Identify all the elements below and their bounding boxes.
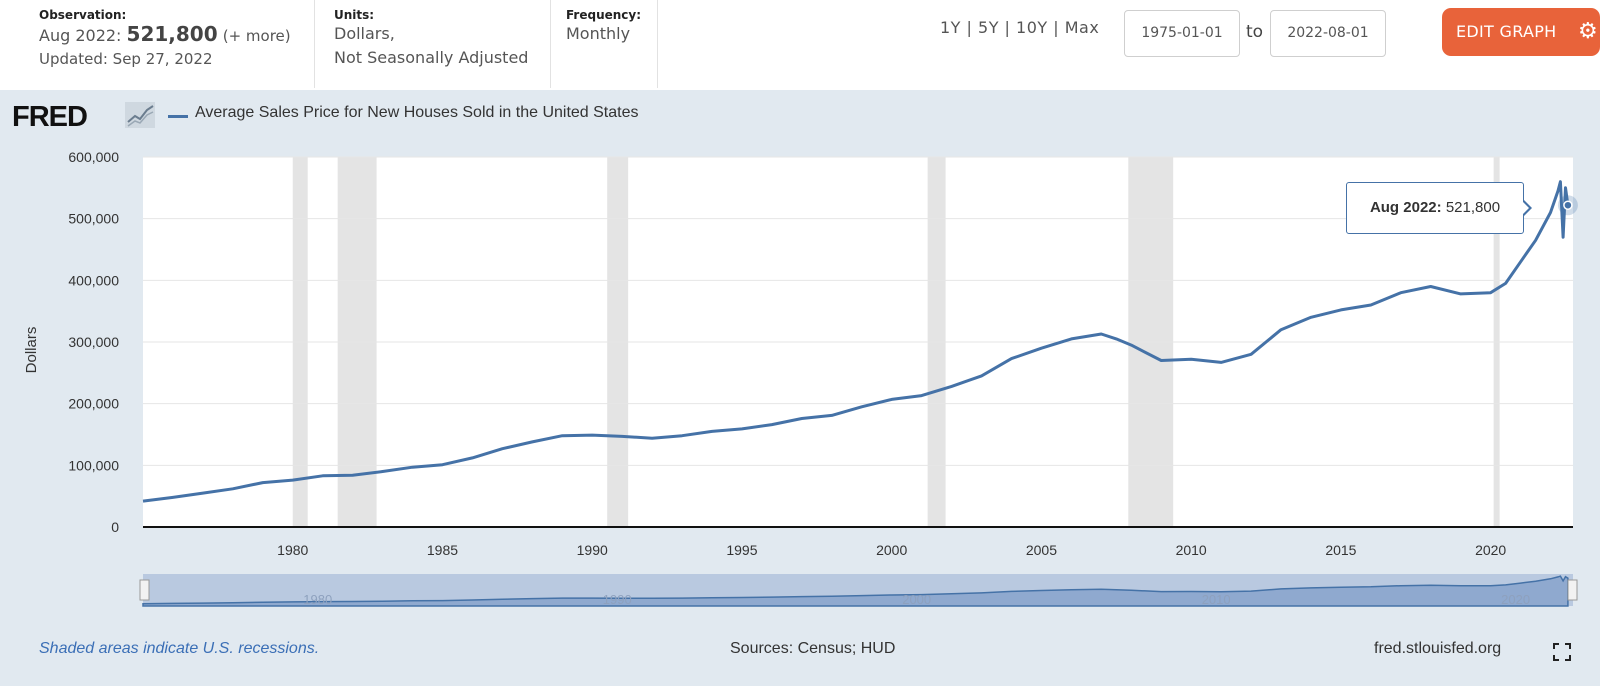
divider xyxy=(550,0,551,88)
x-tick-label: 1980 xyxy=(277,542,308,558)
legend-label: Average Sales Price for New Houses Sold … xyxy=(195,104,639,121)
frequency-panel: Frequency: Monthly xyxy=(566,0,666,88)
y-tick-label: 0 xyxy=(111,519,119,535)
divider xyxy=(657,0,658,88)
observation-value: 521,800 xyxy=(126,22,218,46)
observation-more-link[interactable]: (+ more) xyxy=(222,27,291,45)
navigator-label: 2000 xyxy=(902,592,931,607)
x-tick-label: 2015 xyxy=(1325,542,1356,558)
fullscreen-icon[interactable] xyxy=(1553,643,1571,661)
y-tick-label: 300,000 xyxy=(68,334,119,350)
tooltip-value: 521,800 xyxy=(1445,199,1501,216)
start-date-input[interactable]: 1975-01-01 xyxy=(1124,10,1240,57)
units-line1: Dollars, xyxy=(334,24,395,43)
chart-logo-icon xyxy=(125,102,155,128)
x-tick-label: 2005 xyxy=(1026,542,1057,558)
tooltip: Aug 2022: 521,800 xyxy=(1346,182,1524,234)
frequency-label: Frequency: xyxy=(566,8,642,22)
divider xyxy=(314,0,315,88)
end-date-input[interactable]: 2022-08-01 xyxy=(1270,10,1386,57)
navigator-label: 1980 xyxy=(303,592,332,607)
x-tick-label: 2010 xyxy=(1176,542,1207,558)
y-tick-label: 600,000 xyxy=(68,149,119,165)
line-chart: 0 100,000 200,000 300,000 400,000 500,000 600,… xyxy=(23,149,1578,607)
chart-area: FRED Average Sales Price for New Houses … xyxy=(0,90,1600,686)
sources-text: Sources: Census; HUD xyxy=(730,640,896,657)
x-tick-label: 1995 xyxy=(726,542,757,558)
x-tick-label: 1985 xyxy=(427,542,458,558)
observation-panel: Observation: Aug 2022: 521,800 (+ more) … xyxy=(39,0,319,88)
y-tick-label: 400,000 xyxy=(68,272,119,288)
y-tick-label: 200,000 xyxy=(68,396,119,412)
observation-label: Observation: xyxy=(39,8,127,22)
tooltip-arrow-fill xyxy=(1522,201,1529,215)
gear-icon: ⚙ xyxy=(1577,19,1598,44)
series-line xyxy=(142,180,1570,503)
to-label: to xyxy=(1246,22,1264,42)
navigator-handle[interactable] xyxy=(1567,579,1578,601)
navigator-label: 1990 xyxy=(603,592,632,607)
units-panel: Units: Dollars, Not Seasonally Adjusted xyxy=(334,0,544,88)
navigator-label: 2020 xyxy=(1501,592,1530,607)
y-axis-label: Dollars xyxy=(23,327,40,374)
navigator-series xyxy=(142,575,1569,607)
edit-graph-label: EDIT GRAPH xyxy=(1456,22,1557,41)
updated-date: Updated: Sep 27, 2022 xyxy=(39,50,213,68)
navigator-label: 2010 xyxy=(1202,592,1231,607)
frequency-value: Monthly xyxy=(566,24,631,43)
units-line2: Not Seasonally Adjusted xyxy=(334,48,529,67)
x-tick-label: 2000 xyxy=(876,542,907,558)
site-link[interactable]: fred.stlouisfed.org xyxy=(1374,640,1502,657)
observation-value-line: Aug 2022: 521,800 (+ more) xyxy=(39,22,319,48)
recession-note: Shaded areas indicate U.S. recessions. xyxy=(39,640,320,657)
navigator-handle[interactable] xyxy=(139,579,150,601)
y-tick-label: 500,000 xyxy=(68,211,119,227)
header-bar: Observation: Aug 2022: 521,800 (+ more) … xyxy=(0,0,1600,90)
tooltip-date: Aug 2022: xyxy=(1369,199,1442,216)
highlight-point xyxy=(1563,200,1573,210)
observation-date: Aug 2022: xyxy=(39,26,122,45)
legend-swatch xyxy=(168,115,188,118)
units-label: Units: xyxy=(334,8,375,22)
x-tick-label: 2020 xyxy=(1475,542,1506,558)
y-tick-label: 100,000 xyxy=(68,457,119,473)
edit-graph-button[interactable]: EDIT GRAPH ⚙ xyxy=(1442,8,1600,56)
fred-logo: FRED xyxy=(12,101,88,133)
x-tick-label: 1990 xyxy=(577,542,608,558)
range-selector[interactable]: 1Y | 5Y | 10Y | Max xyxy=(940,18,1100,37)
